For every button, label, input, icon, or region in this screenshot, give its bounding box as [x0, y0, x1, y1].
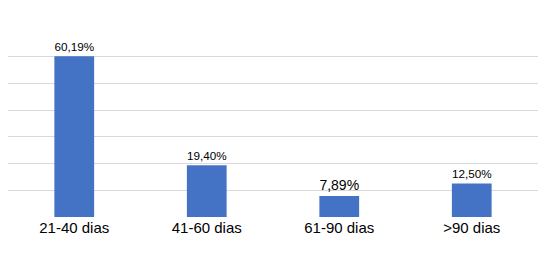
svg-text:12,50%: 12,50% [452, 167, 492, 180]
svg-text:>90 dias: >90 dias [443, 219, 500, 236]
svg-text:61-90 dias: 61-90 dias [304, 219, 374, 236]
svg-text:21-40 dias: 21-40 dias [39, 219, 109, 236]
svg-text:7,89%: 7,89% [319, 177, 359, 193]
svg-text:60,19%: 60,19% [54, 40, 94, 53]
svg-text:41-60 dias: 41-60 dias [172, 219, 242, 236]
svg-text:19,40%: 19,40% [187, 149, 227, 162]
